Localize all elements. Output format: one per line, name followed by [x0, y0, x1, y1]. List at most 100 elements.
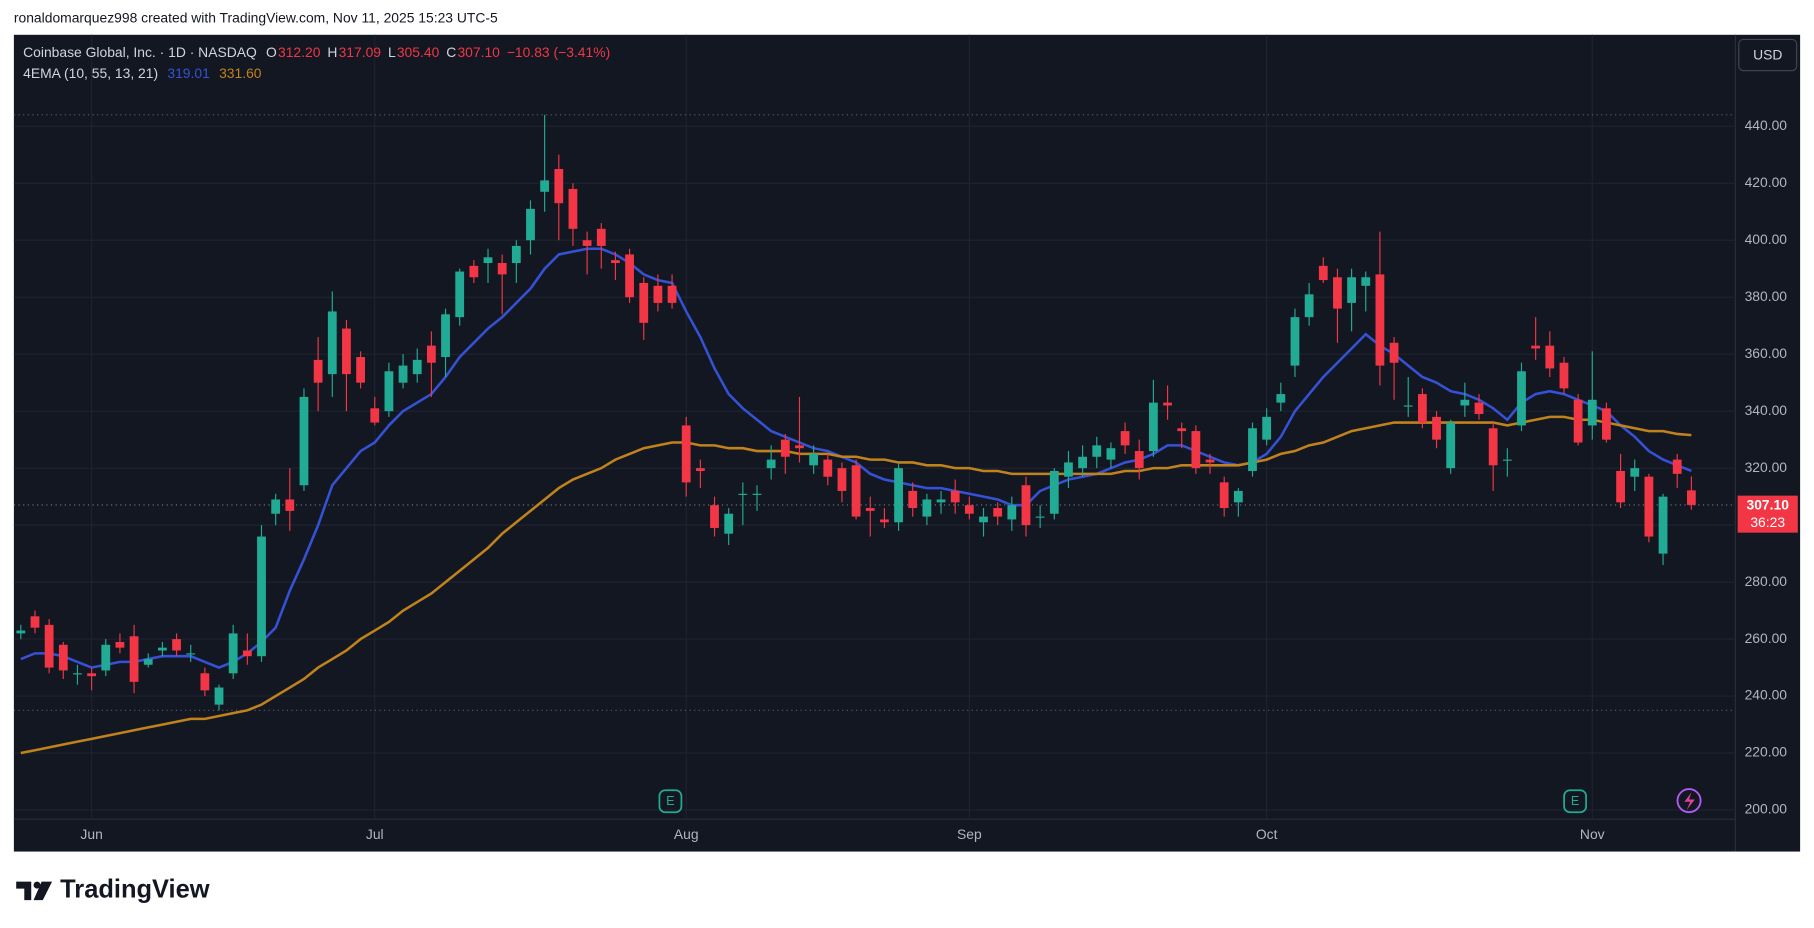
- candle-body: [582, 240, 592, 246]
- symbol: Coinbase Global, Inc. · 1D · NASDAQ: [23, 44, 257, 60]
- indicator-value: 331.60: [219, 65, 262, 81]
- candle-body: [625, 254, 634, 298]
- candle-body: [299, 396, 309, 486]
- x-tick-label: Aug: [674, 826, 699, 842]
- candle-body: [30, 616, 40, 628]
- candle-body: [766, 459, 776, 469]
- candle-body: [129, 636, 139, 682]
- candle-body: [1021, 485, 1031, 526]
- candle-body: [950, 490, 960, 503]
- change: −10.83 (−3.41%): [507, 44, 610, 60]
- candle-body: [667, 285, 677, 303]
- candle-body: [242, 650, 252, 657]
- candle-body: [908, 490, 918, 509]
- y-tick-label: 260.00: [1745, 630, 1788, 646]
- candle-body: [1163, 402, 1172, 406]
- candle-body: [412, 359, 422, 375]
- candle-body: [865, 508, 875, 511]
- logo-mark: [33, 881, 53, 901]
- candle-body: [1559, 362, 1569, 389]
- candle-body: [1602, 408, 1611, 440]
- y-tick-label: 220.00: [1745, 744, 1788, 760]
- candle-body: [1219, 482, 1229, 509]
- candle-body: [738, 493, 748, 495]
- candle-body: [469, 265, 479, 278]
- candle-body: [73, 673, 82, 675]
- candle-body: [327, 311, 337, 375]
- y-tick-label: 340.00: [1745, 402, 1788, 418]
- candle-body: [1446, 422, 1456, 469]
- candle-body: [1248, 428, 1257, 471]
- x-tick-label: Oct: [1256, 826, 1278, 842]
- earnings-label: E: [1571, 793, 1579, 808]
- candle-body: [880, 519, 889, 523]
- event-bolt: [1684, 792, 1695, 810]
- candle-body: [1262, 416, 1272, 440]
- y-tick-label: 400.00: [1745, 231, 1788, 247]
- ohlc-value: 307.10: [457, 44, 500, 60]
- candle-body: [58, 644, 68, 671]
- y-tick-label: 420.00: [1745, 174, 1788, 190]
- candle-body: [554, 168, 564, 204]
- candle-body: [724, 513, 734, 534]
- candle-body: [285, 499, 295, 511]
- candle-body: [257, 536, 266, 657]
- candle-body: [186, 653, 196, 655]
- y-tick-label: 440.00: [1745, 117, 1788, 133]
- candle-body: [370, 408, 380, 423]
- ohlc-key: C: [446, 44, 456, 60]
- ohlc-key: O: [266, 44, 277, 60]
- ohlc-value: 317.09: [339, 44, 382, 60]
- candle-body: [1417, 394, 1427, 423]
- candle-body: [157, 647, 167, 651]
- candle-body: [1177, 428, 1187, 432]
- candle-body: [1191, 431, 1201, 469]
- candle-body: [1078, 456, 1088, 469]
- earnings-label: E: [666, 793, 674, 808]
- candle-body: [1573, 399, 1583, 443]
- candle-body: [1092, 445, 1102, 457]
- candle-body: [611, 260, 620, 264]
- candle-body: [823, 459, 833, 477]
- candle-body: [1616, 470, 1625, 503]
- candle-body: [228, 633, 238, 674]
- candle-body: [809, 453, 819, 466]
- candle-body: [1474, 402, 1484, 415]
- candle-body: [752, 493, 762, 495]
- candle-body: [526, 208, 535, 241]
- earnings-box: [658, 789, 683, 814]
- candle-body: [1333, 277, 1342, 309]
- y-tick-label: 240.00: [1745, 687, 1788, 703]
- currency-button[interactable]: [1738, 38, 1798, 72]
- y-tick-label: 200.00: [1745, 801, 1788, 817]
- candle-body: [1134, 451, 1144, 469]
- candle-body: [1502, 459, 1512, 461]
- earnings-icon: E E: [658, 789, 1587, 814]
- candle-body: [894, 468, 903, 523]
- axes: 200.00220.00240.00260.00280.00300.00320.…: [80, 117, 1798, 842]
- event-icon: [1676, 788, 1702, 814]
- candle-body: [964, 505, 974, 514]
- candle-body: [1658, 496, 1668, 554]
- candle-body: [639, 282, 649, 323]
- candle-body: [936, 499, 946, 503]
- currency[interactable]: USD: [1753, 46, 1782, 62]
- logo-mark: [16, 881, 32, 901]
- candle-body: [795, 445, 804, 449]
- x-tick-label: Nov: [1580, 826, 1605, 842]
- logo-dot: [33, 881, 41, 889]
- candle-body: [1403, 405, 1413, 407]
- candle-body: [16, 630, 26, 634]
- candle-body: [1049, 470, 1059, 514]
- candle-body: [1488, 428, 1498, 466]
- candle-body: [1205, 459, 1215, 463]
- brand-logo: TradingView: [16, 876, 210, 904]
- candle-body: [455, 271, 465, 318]
- candle-body: [44, 624, 54, 668]
- candle-body: [1347, 277, 1356, 303]
- candle-body: [596, 228, 606, 246]
- candle-body: [398, 365, 408, 383]
- candle-body: [1531, 345, 1541, 349]
- ohlc-value: 305.40: [397, 44, 440, 60]
